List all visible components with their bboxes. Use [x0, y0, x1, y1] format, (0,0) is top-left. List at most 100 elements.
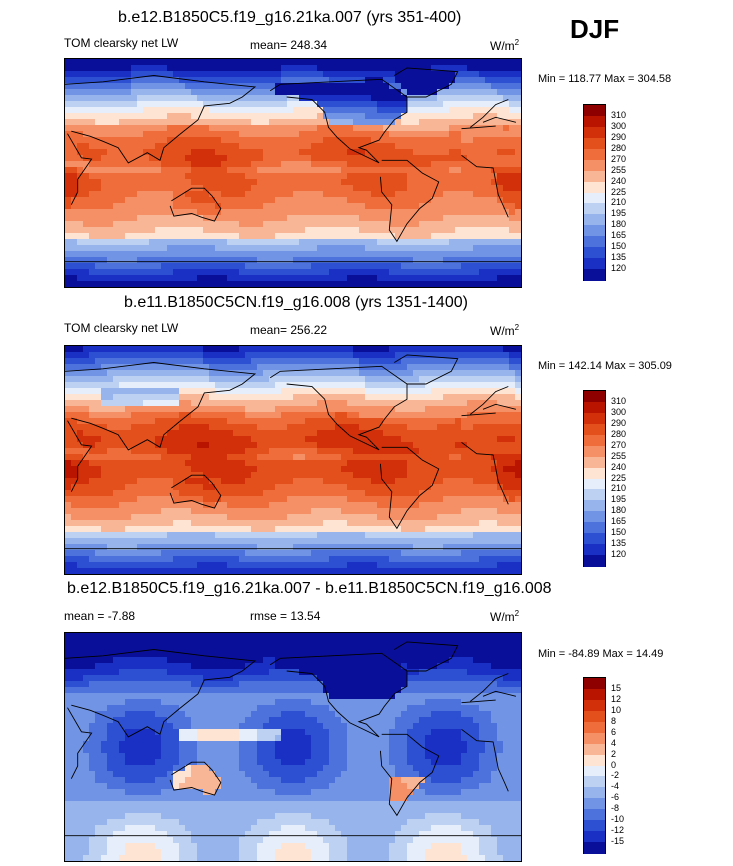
map-cell [185, 173, 192, 180]
map-cell [71, 179, 78, 186]
map-cell [137, 484, 144, 491]
map-cell [419, 251, 426, 258]
map-cell [467, 191, 474, 198]
map-cell [491, 197, 498, 204]
map-cell [71, 460, 78, 467]
map-cell [251, 263, 258, 270]
map-cell [311, 209, 318, 216]
map-cell [371, 143, 378, 150]
map-cell [299, 502, 306, 509]
map-cell [65, 149, 72, 156]
map-cell [311, 197, 318, 204]
map-cell [185, 203, 192, 210]
map-cell [455, 167, 462, 174]
map-cell [305, 59, 312, 66]
map-cell [443, 263, 450, 270]
map-cell [515, 101, 521, 108]
map-cell [515, 269, 521, 276]
map-cell [503, 346, 510, 353]
map-cell [455, 382, 462, 389]
map-cell [443, 358, 450, 365]
map-cell [449, 173, 456, 180]
map-cell [407, 418, 414, 425]
map-cell [449, 454, 456, 461]
map-cell [95, 59, 102, 66]
map-cell [509, 269, 516, 276]
map-cell [389, 394, 396, 401]
map-cell [515, 179, 521, 186]
map-cell [101, 107, 108, 114]
map-cell [149, 113, 156, 120]
map-cell [131, 412, 138, 419]
map-cell [83, 466, 90, 473]
map-cell [65, 227, 72, 234]
map-cell [305, 484, 312, 491]
map-cell [113, 149, 120, 156]
map-cell [107, 346, 114, 353]
map-cell [221, 502, 228, 509]
map-cell [359, 376, 366, 383]
map-cell [227, 496, 234, 503]
map-cell [269, 424, 276, 431]
map-cell [341, 406, 348, 413]
map-cell [347, 430, 354, 437]
map-cell [479, 257, 486, 264]
map-cell [287, 161, 294, 168]
map-cell [179, 179, 186, 186]
map-cell [245, 191, 252, 198]
map-cell [89, 394, 96, 401]
map-cell [137, 442, 144, 449]
map-cell [137, 101, 144, 108]
map-cell [389, 209, 396, 216]
map-cell [431, 119, 438, 126]
map-cell [143, 478, 150, 485]
map-cell [305, 119, 312, 126]
map-cell [323, 275, 330, 282]
map-cell [83, 179, 90, 186]
map-cell [185, 251, 192, 258]
map-cell [215, 442, 222, 449]
map-cell [383, 149, 390, 156]
map-cell [239, 454, 246, 461]
map-cell [371, 161, 378, 168]
map-cell [317, 125, 324, 132]
map-cell [353, 179, 360, 186]
map-cell [275, 269, 282, 276]
map-cell [425, 131, 432, 138]
map-cell [221, 448, 228, 455]
map-cell [101, 83, 108, 90]
map-cell [485, 89, 492, 96]
map-cell [419, 155, 426, 162]
map-cell [461, 275, 468, 282]
map-cell [197, 502, 204, 509]
map-cell [473, 430, 480, 437]
map-cell [395, 352, 402, 359]
map-cell [287, 358, 294, 365]
map-cell [191, 89, 198, 96]
map-cell [173, 263, 180, 270]
map-cell [179, 502, 186, 509]
map-cell [263, 227, 270, 234]
map-cell [95, 358, 102, 365]
map-cell [335, 358, 342, 365]
map-cell [77, 185, 84, 192]
map-cell [209, 478, 216, 485]
map-cell [203, 394, 210, 401]
map-cell [185, 436, 192, 443]
map-cell [335, 406, 342, 413]
map-cell [113, 203, 120, 210]
map-cell [299, 448, 306, 455]
map-cell [407, 215, 414, 222]
map-cell [485, 65, 492, 72]
map-cell [245, 436, 252, 443]
map-cell [455, 442, 462, 449]
map-cell [257, 370, 264, 377]
map-cell [179, 119, 186, 126]
map-cell [479, 388, 486, 395]
map-cell [83, 71, 90, 78]
map-cell [89, 460, 96, 467]
map-cell [263, 382, 270, 389]
map-cell [413, 412, 420, 419]
map-cell [419, 119, 426, 126]
map-cell [281, 466, 288, 473]
